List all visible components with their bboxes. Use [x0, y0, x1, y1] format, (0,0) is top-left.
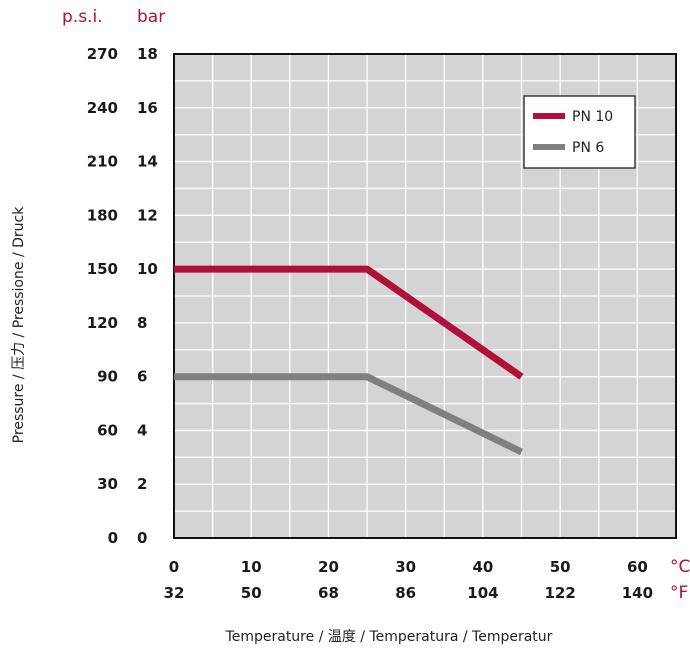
y-tick-psi: 90 [97, 368, 118, 386]
x-tick-celsius: 50 [550, 558, 571, 576]
y-unit-bar-label: bar [137, 7, 165, 27]
y-unit-psi-label: p.s.i. [62, 7, 103, 27]
x-tick-celsius: 10 [241, 558, 262, 576]
x-tick-fahrenheit: 86 [395, 584, 416, 602]
y-axis-title: Pressure / 压力 / Pressione / Druck [11, 206, 27, 444]
y-tick-psi: 240 [87, 99, 118, 117]
x-tick-celsius: 60 [627, 558, 648, 576]
x-axis-title: Temperature / 温度 / Temperatura / Tempera… [225, 629, 553, 645]
y-tick-psi: 210 [87, 153, 118, 171]
legend-label-pn6: PN 6 [572, 140, 604, 156]
x-tick-celsius: 0 [169, 558, 179, 576]
y-tick-psi: 180 [87, 206, 118, 224]
series-line-pn10 [174, 265, 524, 380]
y-tick-psi: 270 [87, 45, 118, 63]
y-tick-psi: 30 [97, 475, 118, 493]
x-tick-labels: 0 32 10 50 20 68 30 86 40 104 50 122 60 140 [164, 558, 653, 602]
y-tick-psi: 0 [108, 529, 118, 547]
x-tick-fahrenheit: 104 [467, 584, 498, 602]
y-tick-bar: 6 [137, 368, 147, 386]
x-tick-fahrenheit: 122 [544, 584, 575, 602]
y-tick-bar: 12 [137, 206, 158, 224]
x-unit-celsius-label: °C [670, 557, 690, 577]
plot-frame [173, 53, 677, 539]
x-tick-celsius: 40 [472, 558, 493, 576]
x-unit-fahrenheit-label: °F [670, 583, 688, 603]
y-tick-bar: 2 [137, 475, 147, 493]
series-line-pn6 [174, 373, 524, 456]
x-tick-celsius: 30 [395, 558, 416, 576]
y-tick-bar: 14 [137, 153, 158, 171]
x-tick-fahrenheit: 32 [164, 584, 185, 602]
y-tick-bar: 4 [137, 421, 147, 439]
y-tick-bar: 16 [137, 99, 158, 117]
x-tick-celsius: 20 [318, 558, 339, 576]
x-tick-fahrenheit: 68 [318, 584, 339, 602]
y-tick-psi: 150 [87, 260, 118, 278]
y-tick-bar: 18 [137, 45, 158, 63]
x-tick-fahrenheit: 50 [241, 584, 262, 602]
legend-box [523, 95, 636, 169]
y-tick-bar: 10 [137, 260, 158, 278]
y-tick-bar: 8 [137, 314, 147, 332]
legend: PN 10 PN 6 [523, 95, 636, 169]
y-tick-psi: 60 [97, 421, 118, 439]
x-tick-fahrenheit: 140 [622, 584, 653, 602]
y-tick-labels: 0 0 30 2 60 4 90 6 120 8 150 10 180 12 210 14 240 16 270 18 [87, 45, 158, 547]
legend-label-pn10: PN 10 [572, 109, 613, 125]
y-tick-bar: 0 [137, 529, 147, 547]
series-lines [174, 265, 524, 456]
y-tick-psi: 120 [87, 314, 118, 332]
